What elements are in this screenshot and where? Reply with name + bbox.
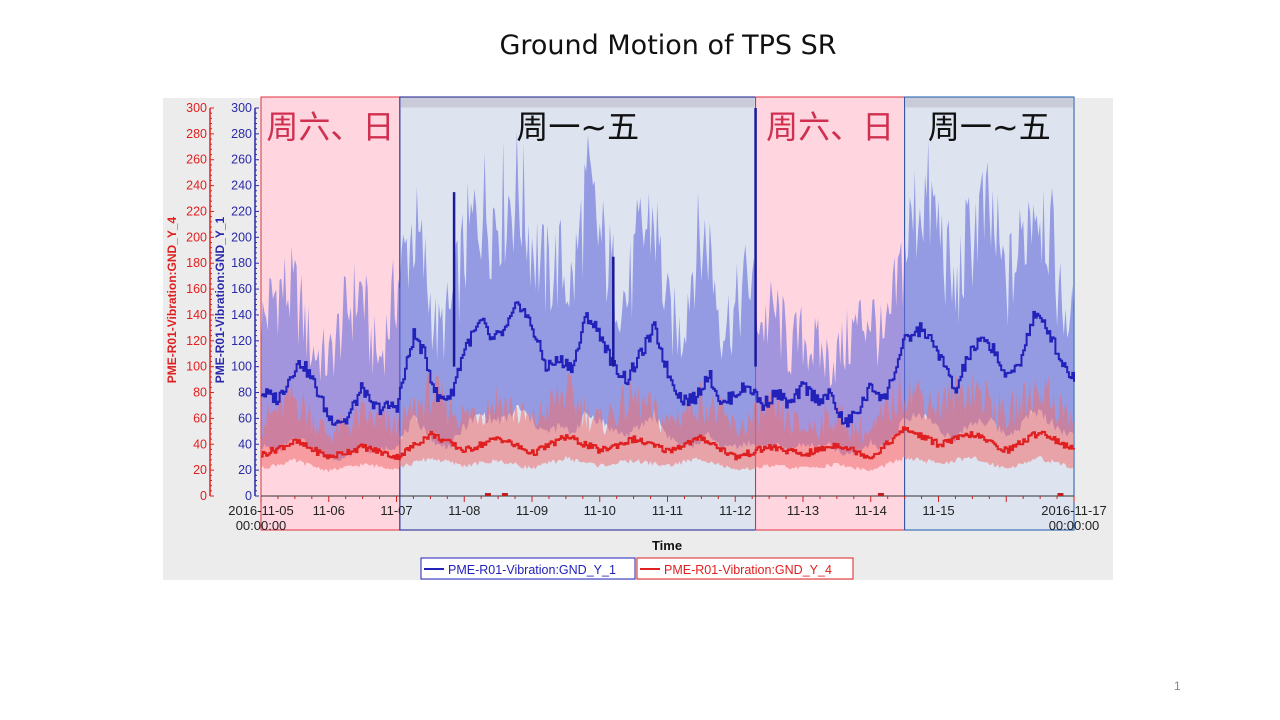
x-tick-label-line: 2016-11-17 bbox=[1041, 503, 1107, 518]
y-tick-label-1-80: 80 bbox=[238, 386, 252, 400]
y-tick-label-0-240: 240 bbox=[186, 179, 207, 193]
x-tick-label-10: 11-15 bbox=[922, 503, 954, 518]
y-tick-label-1-180: 180 bbox=[231, 256, 252, 270]
region-header-strip-1 bbox=[400, 97, 755, 108]
legend-entry-box-0 bbox=[420, 557, 636, 580]
legend-entry-box-1 bbox=[636, 557, 854, 580]
y-tick-label-1-40: 40 bbox=[238, 437, 252, 451]
x-tick-label-line: 11-12 bbox=[719, 503, 751, 518]
x-tick-label-1: 11-06 bbox=[313, 503, 345, 518]
y-tick-label-1-220: 220 bbox=[231, 204, 252, 218]
y-tick-label-0-0: 0 bbox=[200, 489, 207, 503]
y-tick-label-0-180: 180 bbox=[186, 256, 207, 270]
slide-number: 1 bbox=[1174, 679, 1181, 693]
event-marker-0 bbox=[484, 493, 491, 496]
y-tick-label-1-300: 300 bbox=[231, 101, 252, 115]
x-tick-label-5: 11-10 bbox=[584, 503, 616, 518]
y-axis-label-1: PME-R01-Vibration:GND_Y_1 bbox=[213, 216, 227, 383]
x-tick-label-line: 11-14 bbox=[855, 503, 887, 518]
x-tick-label-2: 11-07 bbox=[380, 503, 412, 518]
x-tick-label-line: 11-10 bbox=[584, 503, 616, 518]
event-marker-3 bbox=[1057, 493, 1064, 496]
x-tick-label-line: 11-06 bbox=[313, 503, 345, 518]
slide-title: Ground Motion of TPS SR bbox=[499, 30, 837, 61]
x-tick-label-line: 11-15 bbox=[922, 503, 954, 518]
legend-label-1: PME-R01-Vibration:GND_Y_4 bbox=[664, 563, 832, 577]
legend-label-0: PME-R01-Vibration:GND_Y_1 bbox=[448, 563, 616, 577]
x-tick-label-9: 11-14 bbox=[855, 503, 887, 518]
line-layer bbox=[261, 108, 1075, 461]
region-label-1: 周一~五 bbox=[516, 108, 639, 146]
y-tick-label-0-260: 260 bbox=[186, 153, 207, 167]
x-tick-label-line: 11-11 bbox=[652, 503, 683, 518]
y-tick-label-0-300: 300 bbox=[186, 101, 207, 115]
legend: PME-R01-Vibration:GND_Y_1 PME-R01-Vibrati… bbox=[420, 557, 854, 580]
x-axis-label: Time bbox=[652, 538, 682, 553]
event-marker-2 bbox=[877, 493, 884, 496]
axes-layer: 0204060801001201401601802002202402602803… bbox=[165, 101, 1107, 553]
x-tick-label-7: 11-12 bbox=[719, 503, 751, 518]
region-header-strip-3 bbox=[905, 97, 1073, 108]
series-line-gnd-y-1 bbox=[261, 301, 1075, 428]
x-tick-label-line: 00:00:00 bbox=[1049, 518, 1100, 533]
region-label-layer: 周六、日 周一~五 周六、日 周一~五 bbox=[266, 108, 1050, 146]
y-axis-label-0: PME-R01-Vibration:GND_Y_4 bbox=[165, 216, 179, 383]
x-tick-label-line: 00:00:00 bbox=[236, 518, 287, 533]
region-label-3: 周一~五 bbox=[928, 108, 1051, 146]
x-tick-label-line: 11-13 bbox=[787, 503, 819, 518]
y-tick-label-1-120: 120 bbox=[231, 334, 252, 348]
x-tick-label-6: 11-11 bbox=[652, 503, 683, 518]
y-tick-label-0-80: 80 bbox=[193, 386, 207, 400]
y-tick-label-0-200: 200 bbox=[186, 230, 207, 244]
y-tick-label-0-40: 40 bbox=[193, 437, 207, 451]
y-tick-label-0-220: 220 bbox=[186, 204, 207, 218]
y-tick-label-1-260: 260 bbox=[231, 153, 252, 167]
event-marker-1 bbox=[501, 493, 508, 496]
series-line-gnd-y-4 bbox=[261, 426, 1075, 461]
region-label-2: 周六、日 bbox=[766, 108, 894, 146]
y-tick-label-1-240: 240 bbox=[231, 179, 252, 193]
y-tick-label-1-140: 140 bbox=[231, 308, 252, 322]
x-tick-label-4: 11-09 bbox=[516, 503, 548, 518]
y-tick-label-0-280: 280 bbox=[186, 127, 207, 141]
y-tick-label-0-60: 60 bbox=[193, 411, 207, 425]
band-gnd-y-1 bbox=[261, 130, 1074, 462]
y-tick-label-1-60: 60 bbox=[238, 411, 252, 425]
y-tick-label-1-200: 200 bbox=[231, 230, 252, 244]
band-layer bbox=[261, 130, 1074, 473]
x-tick-label-line: 11-08 bbox=[448, 503, 480, 518]
y-tick-label-0-140: 140 bbox=[186, 308, 207, 322]
x-tick-label-line: 2016-11-05 bbox=[228, 503, 294, 518]
x-tick-label-line: 11-09 bbox=[516, 503, 548, 518]
y-tick-label-1-160: 160 bbox=[231, 282, 252, 296]
band-gnd-y-4 bbox=[261, 369, 1074, 473]
y-tick-label-0-120: 120 bbox=[186, 334, 207, 348]
region-label-0: 周六、日 bbox=[266, 108, 394, 146]
x-tick-label-3: 11-08 bbox=[448, 503, 480, 518]
x-tick-label-11: 2016-11-17 00:00:00 bbox=[1041, 503, 1107, 533]
x-tick-label-0: 2016-11-05 00:00:00 bbox=[228, 503, 294, 533]
y-tick-label-1-0: 0 bbox=[245, 489, 252, 503]
y-tick-label-1-100: 100 bbox=[231, 360, 252, 374]
y-tick-label-1-20: 20 bbox=[238, 463, 252, 477]
y-tick-label-0-20: 20 bbox=[193, 463, 207, 477]
x-tick-label-8: 11-13 bbox=[787, 503, 819, 518]
y-tick-label-0-160: 160 bbox=[186, 282, 207, 296]
y-tick-label-0-100: 100 bbox=[186, 360, 207, 374]
x-tick-label-line: 11-07 bbox=[380, 503, 412, 518]
y-tick-label-1-280: 280 bbox=[231, 127, 252, 141]
